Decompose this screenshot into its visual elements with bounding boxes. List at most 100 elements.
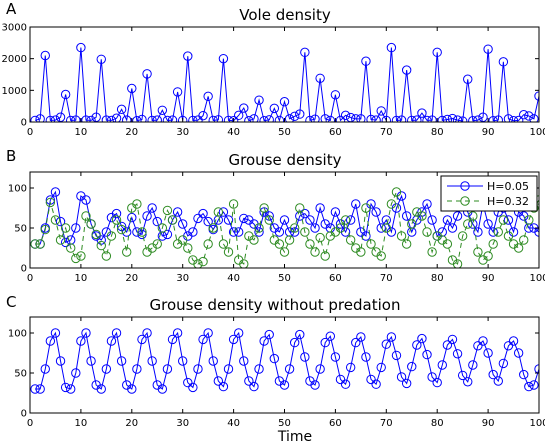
data-point — [60, 237, 71, 248]
plot-area: 01020304050607080901000100020003000 — [2, 23, 545, 139]
data-point — [305, 215, 315, 225]
x-axis-label: Time — [277, 429, 312, 445]
data-point — [203, 239, 213, 249]
data-point — [513, 348, 524, 358]
data-point — [417, 333, 427, 344]
data-point — [223, 115, 234, 122]
data-point — [116, 104, 127, 115]
data-point — [524, 215, 534, 225]
data-point — [478, 336, 488, 346]
data-point — [137, 114, 147, 122]
data-point — [71, 223, 81, 233]
x-tick-label: 70 — [380, 418, 393, 429]
data-point — [340, 110, 351, 121]
panel-letter: C — [6, 293, 16, 311]
data-point — [264, 215, 274, 225]
data-point — [529, 380, 539, 390]
data-point — [213, 115, 224, 122]
y-tick-label: 100 — [8, 184, 27, 195]
data-point — [442, 215, 453, 225]
data-point — [315, 203, 325, 213]
data-point — [412, 115, 422, 122]
data-point — [427, 247, 437, 257]
legend: H=0.05 H=0.32 — [440, 175, 538, 212]
data-point — [422, 199, 432, 209]
data-point — [468, 360, 478, 370]
data-point — [361, 203, 371, 213]
data-point — [356, 114, 366, 122]
data-point — [132, 116, 142, 122]
data-point — [172, 207, 183, 217]
data-point — [351, 337, 361, 348]
data-point — [452, 259, 463, 268]
data-point — [473, 227, 483, 237]
data-point — [244, 116, 254, 122]
data-point — [345, 215, 356, 225]
data-point — [106, 336, 117, 346]
data-point — [498, 215, 509, 225]
x-tick-label: 30 — [176, 418, 189, 429]
data-point — [274, 115, 285, 122]
data-point — [239, 103, 249, 113]
data-point — [137, 227, 147, 237]
data-point — [295, 203, 305, 213]
data-point — [401, 239, 412, 249]
data-point — [295, 329, 305, 340]
x-tick-label: 10 — [75, 127, 88, 138]
data-point — [40, 50, 50, 61]
series-layer — [30, 328, 539, 394]
data-point — [284, 114, 295, 122]
data-point — [376, 251, 386, 261]
data-point — [396, 231, 407, 241]
series-line — [35, 190, 539, 245]
data-point — [376, 362, 386, 373]
data-point — [473, 247, 483, 257]
data-point — [498, 358, 509, 369]
data-point — [106, 231, 117, 241]
x-tick-label: 70 — [380, 273, 393, 284]
data-point — [330, 207, 341, 217]
data-point — [463, 74, 473, 84]
data-point — [55, 112, 66, 122]
data-point — [111, 208, 122, 219]
data-point — [279, 97, 290, 107]
data-point — [45, 115, 56, 122]
data-point — [310, 380, 320, 390]
data-point — [422, 349, 432, 360]
data-point — [493, 115, 503, 122]
data-point — [208, 356, 218, 366]
data-point — [457, 116, 468, 122]
data-point — [30, 115, 40, 122]
data-point — [457, 370, 468, 381]
data-point — [305, 115, 315, 122]
data-point — [86, 219, 96, 229]
chart-title: Vole density — [239, 6, 331, 24]
data-point — [76, 42, 86, 53]
data-point — [427, 115, 437, 122]
data-point — [60, 382, 71, 393]
data-point — [71, 115, 81, 122]
data-point — [167, 215, 178, 225]
data-point — [315, 232, 325, 243]
data-point — [335, 374, 346, 385]
data-point — [208, 223, 218, 233]
data-point — [116, 356, 127, 366]
data-point — [132, 199, 142, 209]
data-point — [483, 348, 493, 358]
data-point — [340, 215, 351, 225]
data-point — [401, 65, 412, 75]
data-point — [122, 115, 132, 122]
x-tick-label: 20 — [125, 418, 138, 429]
data-point — [249, 381, 259, 392]
data-point — [513, 243, 524, 253]
data-point — [259, 336, 269, 346]
data-point — [254, 227, 264, 237]
y-tick-label: 3000 — [2, 23, 27, 34]
data-point — [478, 112, 488, 122]
data-point — [264, 329, 274, 340]
data-point — [162, 115, 173, 122]
data-point — [269, 103, 280, 114]
data-point — [391, 187, 402, 197]
data-point — [391, 350, 402, 361]
data-point — [335, 223, 346, 233]
